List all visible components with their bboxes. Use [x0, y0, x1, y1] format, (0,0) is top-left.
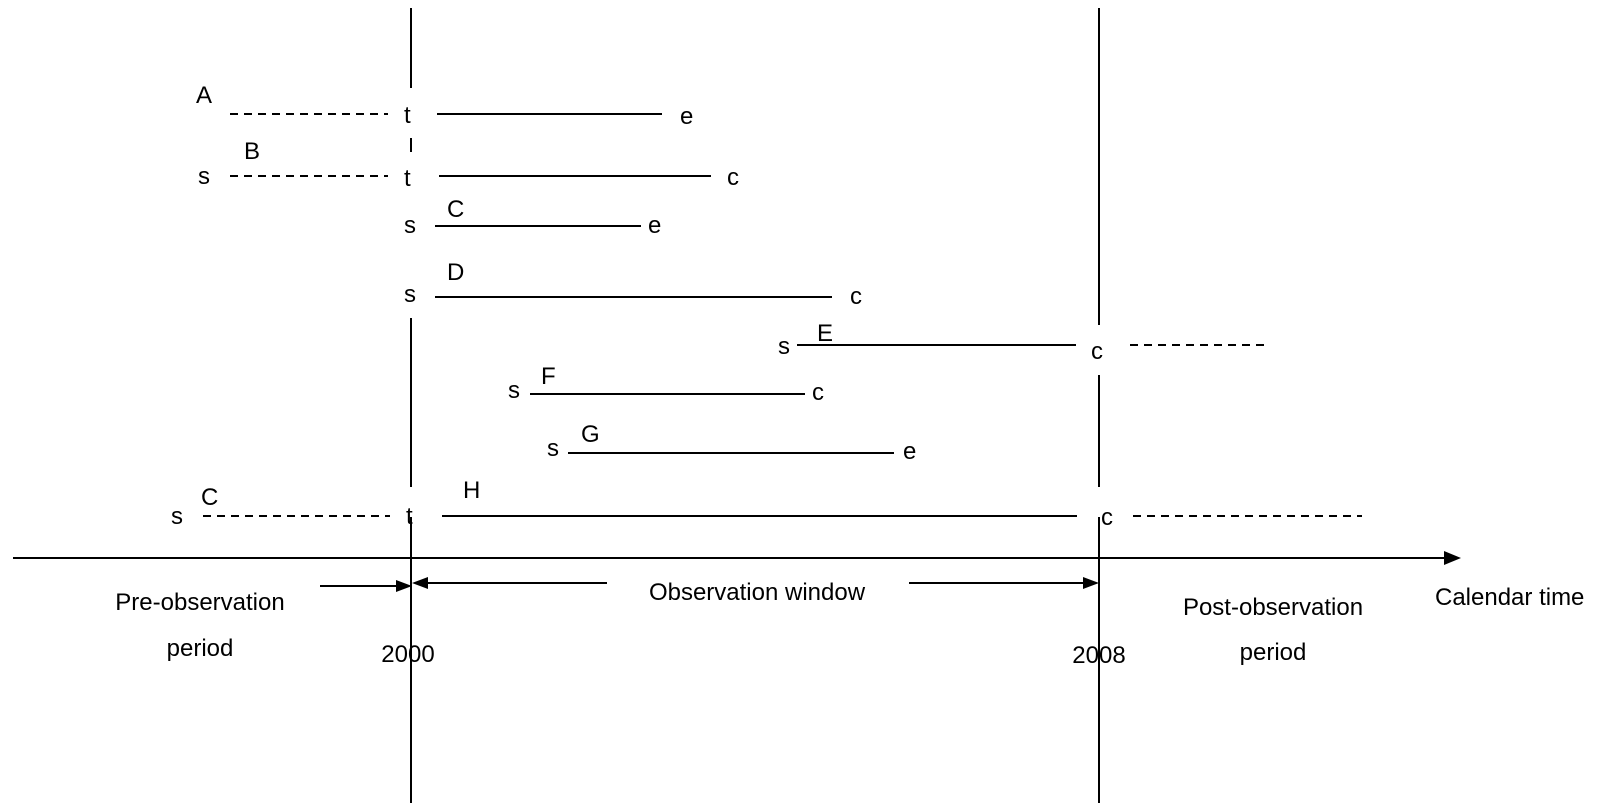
pre-observation-arrow [320, 580, 412, 592]
case-label-a: A [196, 82, 212, 109]
end-mark-g: e [903, 438, 916, 465]
case-extra-label-h: C [201, 484, 218, 511]
start-mark-f: s [508, 377, 520, 404]
end-mark-a: e [680, 103, 693, 130]
end-mark-b: c [727, 164, 739, 191]
end-mark-e: c [1091, 338, 1103, 365]
start-mark-d: s [404, 281, 416, 308]
end-mark-h: c [1101, 504, 1113, 531]
end-mark-f: c [812, 379, 824, 406]
end-mark-c: e [648, 212, 661, 239]
case-label-e: E [817, 320, 833, 347]
year-end-label: 2008 [1072, 642, 1125, 669]
calendar-time-axis: Calendar time [13, 551, 1584, 611]
case-label-b: B [244, 138, 260, 165]
entry-mark-h: t [406, 503, 413, 530]
case-label-h: H [463, 477, 480, 504]
end-mark-d: c [850, 283, 862, 310]
entry-mark-a: t [404, 102, 411, 129]
start-mark-c: s [404, 212, 416, 239]
start-mark-b: s [198, 163, 210, 190]
post-observation-label-line2: period [1240, 639, 1307, 666]
start-mark-h: s [171, 503, 183, 530]
axis-label: Calendar time [1435, 584, 1584, 611]
case-row-a: A t e [196, 82, 693, 130]
pre-observation-label-line2: period [167, 635, 234, 662]
case-row-d: s D c [404, 259, 862, 310]
case-label-f: F [541, 363, 556, 390]
case-label-d: D [447, 259, 464, 286]
start-mark-g: s [547, 435, 559, 462]
pre-observation-label-line1: Pre-observation [115, 589, 284, 616]
case-row-h: s C t H c [171, 477, 1362, 531]
case-row-e: s E c [778, 320, 1265, 365]
case-label-g: G [581, 421, 600, 448]
case-label-c: C [447, 196, 464, 223]
case-row-g: s G e [547, 421, 916, 465]
start-mark-e: s [778, 333, 790, 360]
case-row-f: s F c [508, 363, 824, 406]
observation-window-arrows [412, 577, 1099, 589]
year-start-label: 2000 [381, 641, 434, 668]
observation-window-label: Observation window [649, 579, 866, 606]
entry-mark-b: t [404, 165, 411, 192]
post-observation-label-line1: Post-observation [1183, 594, 1363, 621]
case-row-c: s C e [404, 196, 661, 239]
case-row-b: s B t c [198, 138, 739, 192]
